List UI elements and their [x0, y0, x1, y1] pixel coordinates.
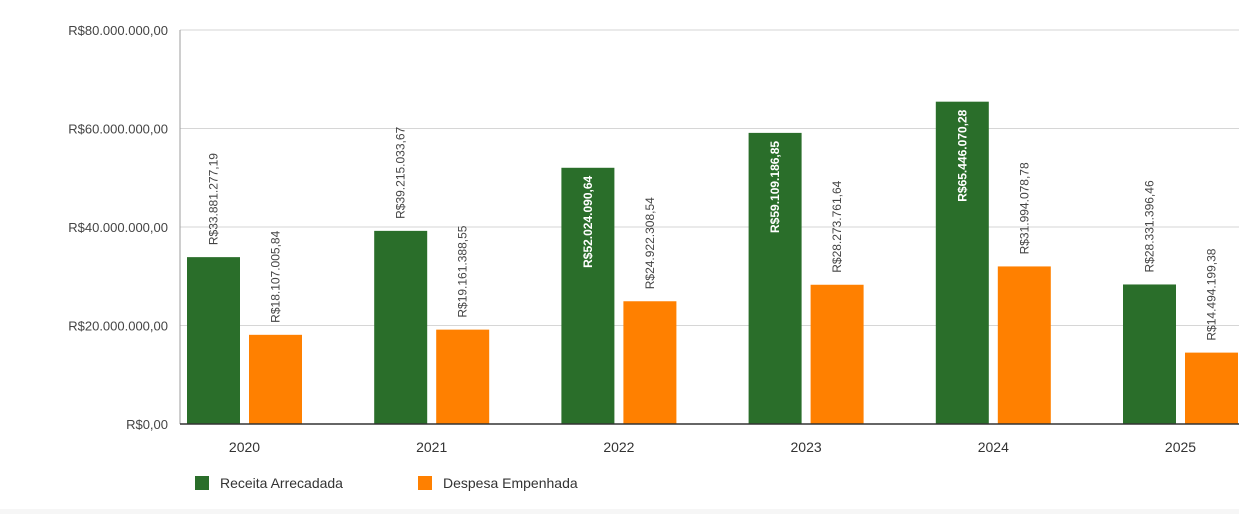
bar-despesa-empenhada-2025[interactable]	[1185, 352, 1238, 424]
data-labels: R$33.881.277,19 R$18.107.005,84 R$39.215.0…	[207, 109, 1219, 340]
x-tick-label: 2021	[416, 439, 447, 455]
legend-swatch[interactable]	[195, 476, 209, 490]
bar-despesa-empenhada-2020[interactable]	[249, 334, 302, 424]
data-label: R$24.922.308,54	[643, 197, 657, 289]
y-tick-label: R$60.000.000,00	[68, 122, 168, 137]
data-label: R$59.109.186,85	[768, 141, 782, 233]
x-tick-label: 2024	[978, 439, 1009, 455]
y-tick-label: R$0,00	[126, 417, 168, 432]
data-label: R$18.107.005,84	[269, 230, 283, 322]
data-label: R$39.215.033,67	[394, 126, 408, 218]
data-label: R$31.994.078,78	[1017, 162, 1031, 254]
bar-receita-arrecadada-2020[interactable]	[187, 257, 240, 424]
data-label: R$28.331.396,46	[1143, 180, 1157, 272]
legend-label[interactable]: Despesa Empenhada	[443, 475, 578, 491]
bar-receita-arrecadada-2024[interactable]	[935, 101, 989, 424]
data-label: R$19.161.388,55	[456, 225, 470, 317]
bar-despesa-empenhada-2023[interactable]	[810, 284, 864, 424]
bar-receita-arrecadada-2023[interactable]	[748, 132, 802, 424]
y-tick-label: R$20.000.000,00	[68, 319, 168, 334]
gridlines	[180, 29, 1239, 326]
bar-receita-arrecadada-2022[interactable]	[561, 167, 615, 424]
x-tick-label: 2025	[1165, 439, 1196, 455]
bar-despesa-empenhada-2024[interactable]	[997, 266, 1051, 424]
legend-label[interactable]: Receita Arrecadada	[220, 475, 343, 491]
bars	[187, 101, 1238, 424]
y-tick-label: R$80.000.000,00	[68, 23, 168, 38]
x-tick-label: 2022	[603, 439, 634, 455]
data-label: R$52.024.090,64	[581, 175, 595, 267]
bar-receita-arrecadada-2021[interactable]	[374, 230, 428, 424]
bar-despesa-empenhada-2022[interactable]	[623, 301, 677, 424]
bar-despesa-empenhada-2021[interactable]	[436, 329, 490, 424]
x-tick-label: 2020	[229, 439, 260, 455]
data-label: R$14.494.199,38	[1205, 248, 1219, 340]
y-tick-label: R$40.000.000,00	[68, 220, 168, 235]
x-axis: 2020 2021 2022 2023 2024 2025	[180, 423, 1239, 455]
bar-receita-arrecadada-2025[interactable]	[1123, 284, 1176, 424]
data-label: R$28.273.761,64	[830, 180, 844, 272]
legend-swatch[interactable]	[418, 476, 432, 490]
x-tick-label: 2023	[791, 439, 822, 455]
data-label: R$65.446.070,28	[955, 109, 969, 201]
data-label: R$33.881.277,19	[207, 153, 221, 245]
y-axis: R$0,00 R$20.000.000,00 R$40.000.000,00 R$60…	[68, 23, 181, 432]
legend[interactable]: Receita Arrecadada Despesa Empenhada	[195, 475, 578, 491]
